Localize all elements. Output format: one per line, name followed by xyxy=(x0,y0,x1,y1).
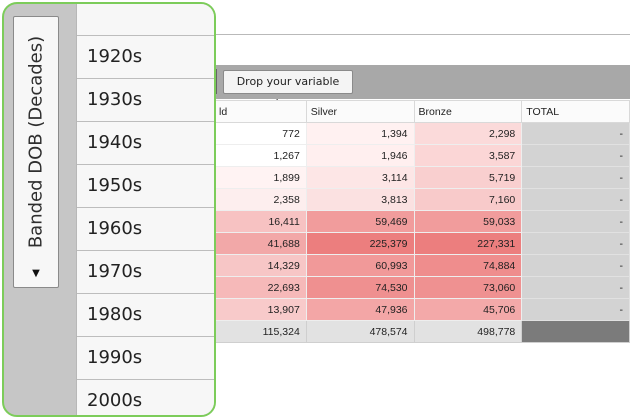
table-row: 41,688 225,379 227,331- xyxy=(214,232,630,255)
table-row: 1,267 1,946 3,587- xyxy=(214,144,630,167)
total-cell[interactable]: - xyxy=(521,122,630,145)
total-silver-cell[interactable]: 478,574 xyxy=(305,320,415,343)
total-cell[interactable]: - xyxy=(521,298,630,321)
silver-cell[interactable]: 1,946 xyxy=(305,144,415,167)
silver-cell[interactable]: 60,993 xyxy=(305,254,415,277)
silver-cell[interactable]: 1,394 xyxy=(305,122,415,145)
variable-name-label: Banded DOB (Decades) xyxy=(25,35,47,249)
decade-row-header[interactable]: 1970s xyxy=(77,251,214,294)
table-row: 772 1,394 2,298- xyxy=(214,122,630,145)
column-header-row: ld Silver Bronze TOTAL xyxy=(214,100,630,123)
total-total-cell[interactable] xyxy=(521,320,630,343)
silver-cell[interactable]: 47,936 xyxy=(305,298,415,321)
gold-cell[interactable]: 41,688 xyxy=(214,232,307,255)
totals-row: 115,324 478,574 498,778 xyxy=(214,320,630,343)
decade-row-header[interactable]: 1960s xyxy=(77,208,214,251)
table-row: 13,907 47,936 45,706- xyxy=(214,298,630,321)
table-row: 2,358 3,813 7,160- xyxy=(214,188,630,211)
column-header-bronze[interactable]: Bronze xyxy=(413,100,523,123)
bronze-cell[interactable]: 73,060 xyxy=(413,276,523,299)
bronze-cell[interactable]: 3,587 xyxy=(413,144,523,167)
total-cell[interactable]: - xyxy=(521,254,630,277)
decade-row-header[interactable]: 1990s xyxy=(77,337,214,380)
column-header-silver[interactable]: Silver xyxy=(305,100,415,123)
gold-cell[interactable]: 14,329 xyxy=(214,254,307,277)
decade-row-headers: 1920s 1930s 1940s 1950s 1960s 1970s 1980s 1990s… xyxy=(76,4,214,415)
column-drop-zone[interactable]: Drop your variable here xyxy=(214,65,630,110)
table-row: 22,693 74,530 73,060- xyxy=(214,276,630,299)
table-row: 16,411 59,469 59,033- xyxy=(214,210,630,233)
table-row: 1,899 3,114 5,719- xyxy=(214,166,630,189)
decade-row-header[interactable]: 2000s xyxy=(77,380,214,415)
table-row: 14,329 60,993 74,884- xyxy=(214,254,630,277)
silver-cell[interactable]: 225,379 xyxy=(305,232,415,255)
total-cell[interactable]: - xyxy=(521,276,630,299)
gold-cell[interactable]: 1,267 xyxy=(214,144,307,167)
decade-row-header[interactable]: 1950s xyxy=(77,165,214,208)
triangle-down-icon[interactable]: ▼ xyxy=(32,268,40,279)
total-gold-cell[interactable]: 115,324 xyxy=(214,320,307,343)
row-variable-tab[interactable]: Banded DOB (Decades) ▼ xyxy=(13,16,59,288)
bronze-cell[interactable]: 45,706 xyxy=(413,298,523,321)
bronze-cell[interactable]: 227,331 xyxy=(413,232,523,255)
gold-cell[interactable]: 2,358 xyxy=(214,188,307,211)
bronze-cell[interactable]: 5,719 xyxy=(413,166,523,189)
decade-row-header[interactable]: 1920s xyxy=(77,36,214,79)
decade-row-header[interactable]: 1940s xyxy=(77,122,214,165)
column-header-gold[interactable]: ld xyxy=(214,100,307,123)
gold-cell[interactable]: 22,693 xyxy=(214,276,307,299)
bronze-cell[interactable]: 2,298 xyxy=(413,122,523,145)
decade-row-header[interactable]: 1980s xyxy=(77,294,214,337)
silver-cell[interactable]: 3,813 xyxy=(305,188,415,211)
total-cell[interactable]: - xyxy=(521,144,630,167)
field-panel: Banded DOB (Decades) ▼ 1920s 1930s 1940s 19… xyxy=(2,2,216,417)
gold-cell[interactable]: 772 xyxy=(214,122,307,145)
pivot-grid: ld Silver Bronze TOTAL 772 1,394 2,298-1,2… xyxy=(214,100,630,343)
total-cell[interactable]: - xyxy=(521,232,630,255)
column-header-total[interactable]: TOTAL xyxy=(521,100,630,123)
bronze-cell[interactable]: 7,160 xyxy=(413,188,523,211)
row-header-top-cell xyxy=(77,4,214,36)
bronze-cell[interactable]: 59,033 xyxy=(413,210,523,233)
gold-cell[interactable]: 13,907 xyxy=(214,298,307,321)
total-cell[interactable]: - xyxy=(521,188,630,211)
silver-cell[interactable]: 3,114 xyxy=(305,166,415,189)
drop-variable-target[interactable]: Drop your variable here xyxy=(223,70,353,110)
bronze-cell[interactable]: 74,884 xyxy=(413,254,523,277)
silver-cell[interactable]: 74,530 xyxy=(305,276,415,299)
gold-cell[interactable]: 16,411 xyxy=(214,210,307,233)
total-cell[interactable]: - xyxy=(521,210,630,233)
gold-cell[interactable]: 1,899 xyxy=(214,166,307,189)
silver-cell[interactable]: 59,469 xyxy=(305,210,415,233)
total-cell[interactable]: - xyxy=(521,166,630,189)
pivot-table-panel: Drop your variable here ld Silver Bronze… xyxy=(214,34,630,343)
decade-row-header[interactable]: 1930s xyxy=(77,79,214,122)
total-bronze-cell[interactable]: 498,778 xyxy=(413,320,523,343)
